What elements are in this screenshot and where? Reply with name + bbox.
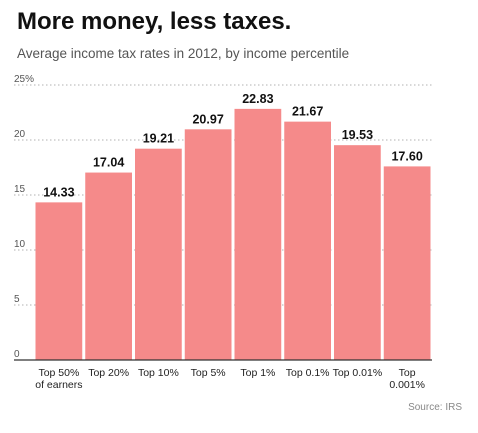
- chart-title: More money, less taxes.: [17, 8, 292, 35]
- x-tick-label: Top 0.01%: [333, 367, 383, 379]
- bars: [35, 108, 431, 361]
- bar-value-label: 22.83: [242, 92, 273, 106]
- y-tick-label: 20: [14, 129, 26, 140]
- y-tick-label: 0: [14, 349, 20, 360]
- bar-value-label: 19.21: [143, 132, 174, 146]
- bar: [184, 129, 232, 360]
- y-tick-label: 10: [14, 239, 26, 250]
- x-axis-ticks: Top 50%of earners Top 20% Top 10% Top 5% Top…: [35, 367, 425, 391]
- source-note: Source: IRS: [408, 402, 462, 413]
- y-tick-label: 25%: [14, 74, 34, 85]
- bar-value-label: 14.33: [43, 185, 74, 199]
- x-tick-label: Top 50%: [38, 367, 79, 379]
- chart-subtitle: Average income tax rates in 2012, by inc…: [17, 46, 350, 61]
- y-axis-ticks: 0 5 10 15 20 25%: [14, 74, 34, 360]
- x-tick-label: Top 0.1%: [286, 367, 330, 379]
- bar-value-label: 17.04: [93, 156, 124, 170]
- bar-value-labels: 14.33 17.04 19.21 20.97 22.83 21.67 19.53 17.60: [43, 92, 423, 199]
- bar: [334, 145, 381, 360]
- bar-value-label: 19.53: [342, 128, 373, 142]
- x-tick-label: Top: [399, 367, 416, 379]
- bar: [135, 148, 182, 360]
- x-tick-label: Top 5%: [191, 367, 226, 379]
- bar: [383, 166, 431, 360]
- bar-value-label: 17.60: [391, 149, 422, 163]
- y-tick-label: 5: [14, 294, 20, 305]
- bar: [35, 202, 83, 360]
- x-tick-label: of earners: [35, 379, 82, 391]
- y-tick-label: 15: [14, 184, 26, 195]
- bar-value-label: 21.67: [292, 105, 323, 119]
- x-tick-label: Top 20%: [88, 367, 129, 379]
- x-tick-label: Top 1%: [240, 367, 275, 379]
- x-tick-label: 0.001%: [389, 379, 425, 391]
- x-tick-label: Top 10%: [138, 367, 179, 379]
- bar-chart: 0 5 10 15 20 25% 14.33 17.04 19.21 20.97 22.83 21.…: [14, 74, 432, 391]
- bar: [284, 121, 331, 360]
- bar-value-label: 20.97: [192, 112, 223, 126]
- bar: [234, 108, 282, 361]
- bar: [85, 172, 132, 360]
